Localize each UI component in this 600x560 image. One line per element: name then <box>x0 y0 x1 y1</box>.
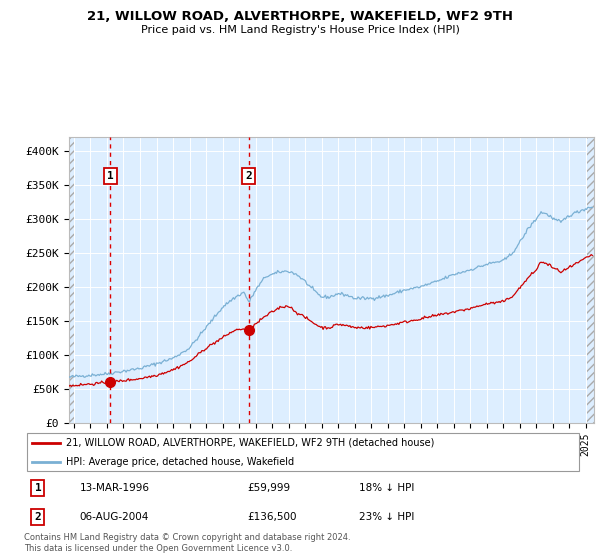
Bar <box>587 137 594 423</box>
Text: 06-AUG-2004: 06-AUG-2004 <box>80 512 149 522</box>
Text: 18% ↓ HPI: 18% ↓ HPI <box>359 483 414 493</box>
Bar <box>69 137 74 423</box>
Text: 2: 2 <box>245 171 253 181</box>
FancyBboxPatch shape <box>27 433 579 471</box>
Text: £136,500: £136,500 <box>247 512 297 522</box>
Text: 13-MAR-1996: 13-MAR-1996 <box>80 483 150 493</box>
Text: 21, WILLOW ROAD, ALVERTHORPE, WAKEFIELD, WF2 9TH (detached house): 21, WILLOW ROAD, ALVERTHORPE, WAKEFIELD,… <box>66 437 434 447</box>
Text: Price paid vs. HM Land Registry's House Price Index (HPI): Price paid vs. HM Land Registry's House … <box>140 25 460 35</box>
Text: 1: 1 <box>107 171 113 181</box>
Text: Contains HM Land Registry data © Crown copyright and database right 2024.
This d: Contains HM Land Registry data © Crown c… <box>24 533 350 553</box>
Text: 23% ↓ HPI: 23% ↓ HPI <box>359 512 414 522</box>
Text: 2: 2 <box>35 512 41 522</box>
Text: £59,999: £59,999 <box>247 483 290 493</box>
Text: 21, WILLOW ROAD, ALVERTHORPE, WAKEFIELD, WF2 9TH: 21, WILLOW ROAD, ALVERTHORPE, WAKEFIELD,… <box>87 10 513 23</box>
Text: 1: 1 <box>35 483 41 493</box>
Text: HPI: Average price, detached house, Wakefield: HPI: Average price, detached house, Wake… <box>66 457 294 467</box>
